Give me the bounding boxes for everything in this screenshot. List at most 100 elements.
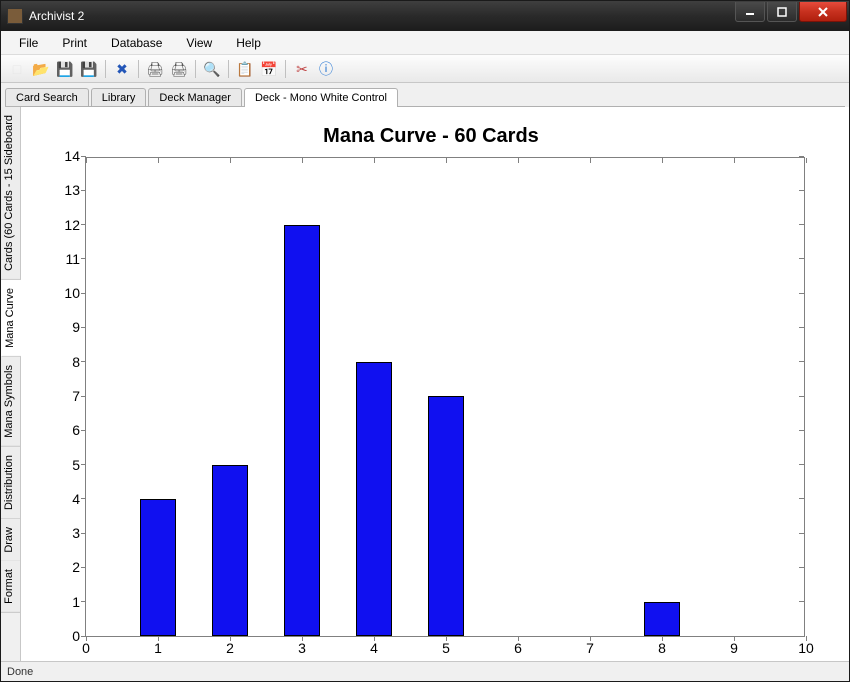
calendar-icon: 📅	[260, 62, 277, 76]
tab-deck-mono-white-control[interactable]: Deck - Mono White Control	[244, 88, 398, 107]
x-tick-top	[86, 158, 87, 163]
chart-bar	[356, 362, 392, 636]
chart-bar	[284, 225, 320, 636]
x-tick-label: 10	[798, 640, 814, 656]
side-tab-mana-curve[interactable]: Mana Curve	[1, 280, 21, 357]
y-tick-label: 3	[72, 525, 80, 541]
y-tick-right	[799, 601, 804, 602]
x-tick-label: 1	[154, 640, 162, 656]
chart-bar	[428, 396, 464, 636]
x-tick-top	[734, 158, 735, 163]
y-tick-right	[799, 224, 804, 225]
x-tick-top	[446, 158, 447, 163]
x-tick-label: 5	[442, 640, 450, 656]
y-tick	[81, 396, 86, 397]
app-window: Archivist 2 FilePrintDatabaseViewHelp □ 📂…	[0, 0, 850, 682]
minimize-button[interactable]	[735, 2, 765, 22]
tools-button[interactable]: ✂	[292, 59, 312, 79]
toolbar-separator	[105, 60, 106, 78]
toolbar-separator	[285, 60, 286, 78]
x-tick-top	[374, 158, 375, 163]
y-tick-right	[799, 498, 804, 499]
x-tick-label: 6	[514, 640, 522, 656]
y-tick-label: 6	[72, 422, 80, 438]
plot-area: 01234567891011121314012345678910	[85, 157, 805, 637]
menu-database[interactable]: Database	[101, 33, 172, 53]
tools-icon: ✂	[296, 62, 308, 76]
y-tick-label: 7	[72, 388, 80, 404]
toolbar-separator	[228, 60, 229, 78]
print-preview-button[interactable]: 🖨	[169, 59, 189, 79]
new-icon: □	[13, 62, 21, 76]
search-button[interactable]: 🔍	[202, 59, 222, 79]
side-tab-distribution[interactable]: Distribution	[1, 447, 20, 519]
x-tick-top	[662, 158, 663, 163]
maximize-button[interactable]	[767, 2, 797, 22]
calendar-button[interactable]: 📅	[259, 59, 279, 79]
x-tick-top	[302, 158, 303, 163]
x-tick-top	[518, 158, 519, 163]
side-tabs: Cards (60 Cards - 15 SideboardMana Curve…	[1, 107, 21, 661]
new-button[interactable]: □	[7, 59, 27, 79]
y-tick-label: 2	[72, 559, 80, 575]
y-tick	[81, 498, 86, 499]
clipboard-button[interactable]: 📋	[235, 59, 255, 79]
y-tick	[81, 430, 86, 431]
y-tick-right	[799, 567, 804, 568]
open-button[interactable]: 📂	[31, 59, 51, 79]
window-buttons	[733, 2, 847, 22]
tabstrip: Card SearchLibraryDeck ManagerDeck - Mon…	[1, 83, 849, 107]
side-tab-draw[interactable]: Draw	[1, 519, 20, 562]
y-tick-right	[799, 258, 804, 259]
chart-bar	[644, 602, 680, 636]
status-text: Done	[7, 666, 33, 678]
chart-bar	[140, 499, 176, 636]
save-all-button[interactable]: 💾	[79, 59, 99, 79]
side-tab-cards-60-cards-15-sideboard[interactable]: Cards (60 Cards - 15 Sideboard	[1, 107, 20, 280]
print-button[interactable]: 🖨	[145, 59, 165, 79]
window-title: Archivist 2	[29, 9, 733, 23]
open-icon: 📂	[32, 62, 49, 76]
save-all-icon: 💾	[80, 62, 97, 76]
toolbar-separator	[138, 60, 139, 78]
tab-card-search[interactable]: Card Search	[5, 88, 89, 107]
print-preview-icon: 🖨	[170, 62, 188, 76]
menu-help[interactable]: Help	[226, 33, 271, 53]
y-tick-label: 10	[64, 285, 80, 301]
info-icon: ⓘ	[319, 62, 333, 76]
delete-button[interactable]: ✖	[112, 59, 132, 79]
tab-library[interactable]: Library	[91, 88, 147, 107]
y-tick-label: 4	[72, 491, 80, 507]
side-tab-mana-symbols[interactable]: Mana Symbols	[1, 357, 20, 447]
y-tick	[81, 224, 86, 225]
x-tick-label: 9	[730, 640, 738, 656]
close-icon	[817, 7, 829, 17]
menu-file[interactable]: File	[9, 33, 48, 53]
toolbar-separator	[195, 60, 196, 78]
chart-bar	[212, 465, 248, 636]
x-tick-label: 3	[298, 640, 306, 656]
y-tick-right	[799, 396, 804, 397]
save-button[interactable]: 💾	[55, 59, 75, 79]
x-tick-label: 8	[658, 640, 666, 656]
x-tick-top	[230, 158, 231, 163]
menu-view[interactable]: View	[176, 33, 222, 53]
y-tick	[81, 464, 86, 465]
y-tick	[81, 601, 86, 602]
y-tick-label: 0	[72, 628, 80, 644]
menubar: FilePrintDatabaseViewHelp	[1, 31, 849, 55]
x-tick-top	[590, 158, 591, 163]
side-tab-format[interactable]: Format	[1, 561, 20, 613]
delete-icon: ✖	[116, 62, 128, 76]
y-tick	[81, 361, 86, 362]
tab-deck-manager[interactable]: Deck Manager	[148, 88, 242, 107]
clipboard-icon: 📋	[236, 62, 253, 76]
info-button[interactable]: ⓘ	[316, 59, 336, 79]
x-tick-top	[158, 158, 159, 163]
close-button[interactable]	[799, 2, 847, 22]
search-icon: 🔍	[203, 62, 220, 76]
y-tick	[81, 258, 86, 259]
y-tick-label: 1	[72, 594, 80, 610]
app-icon	[7, 8, 23, 24]
menu-print[interactable]: Print	[52, 33, 97, 53]
